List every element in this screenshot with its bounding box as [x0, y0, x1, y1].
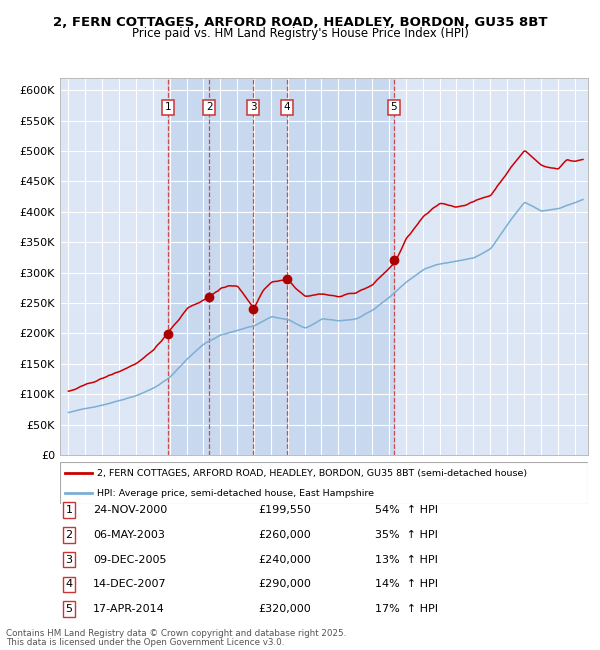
Text: Price paid vs. HM Land Registry's House Price Index (HPI): Price paid vs. HM Land Registry's House … [131, 27, 469, 40]
Text: 17-APR-2014: 17-APR-2014 [93, 604, 165, 614]
Text: 14-DEC-2007: 14-DEC-2007 [93, 579, 167, 590]
Text: 3: 3 [65, 554, 73, 565]
Text: 2, FERN COTTAGES, ARFORD ROAD, HEADLEY, BORDON, GU35 8BT: 2, FERN COTTAGES, ARFORD ROAD, HEADLEY, … [53, 16, 547, 29]
Bar [209, 78, 253, 455]
Text: 24-NOV-2000: 24-NOV-2000 [93, 505, 167, 515]
Text: £290,000: £290,000 [258, 579, 311, 590]
Text: 06-MAY-2003: 06-MAY-2003 [93, 530, 165, 540]
Text: 1: 1 [164, 102, 171, 112]
Text: 2: 2 [206, 102, 212, 112]
Text: 4: 4 [284, 102, 290, 112]
Text: 5: 5 [65, 604, 73, 614]
Text: 13%  ↑ HPI: 13% ↑ HPI [375, 554, 438, 565]
Text: 1: 1 [65, 505, 73, 515]
Text: Contains HM Land Registry data © Crown copyright and database right 2025.: Contains HM Land Registry data © Crown c… [6, 629, 346, 638]
Bar [168, 78, 209, 455]
Text: 2: 2 [65, 530, 73, 540]
Text: 14%  ↑ HPI: 14% ↑ HPI [375, 579, 438, 590]
Text: £320,000: £320,000 [258, 604, 311, 614]
Bar [253, 78, 287, 455]
Text: 3: 3 [250, 102, 256, 112]
Text: 5: 5 [391, 102, 397, 112]
Text: 54%  ↑ HPI: 54% ↑ HPI [375, 505, 438, 515]
Text: £199,550: £199,550 [258, 505, 311, 515]
Text: HPI: Average price, semi-detached house, East Hampshire: HPI: Average price, semi-detached house,… [97, 489, 374, 498]
Text: 4: 4 [65, 579, 73, 590]
Bar [287, 78, 394, 455]
Text: 35%  ↑ HPI: 35% ↑ HPI [375, 530, 438, 540]
Text: 17%  ↑ HPI: 17% ↑ HPI [375, 604, 438, 614]
Text: £260,000: £260,000 [258, 530, 311, 540]
Text: This data is licensed under the Open Government Licence v3.0.: This data is licensed under the Open Gov… [6, 638, 284, 647]
Text: 2, FERN COTTAGES, ARFORD ROAD, HEADLEY, BORDON, GU35 8BT (semi-detached house): 2, FERN COTTAGES, ARFORD ROAD, HEADLEY, … [97, 469, 527, 478]
Text: £240,000: £240,000 [258, 554, 311, 565]
Text: 09-DEC-2005: 09-DEC-2005 [93, 554, 167, 565]
FancyBboxPatch shape [60, 462, 588, 504]
